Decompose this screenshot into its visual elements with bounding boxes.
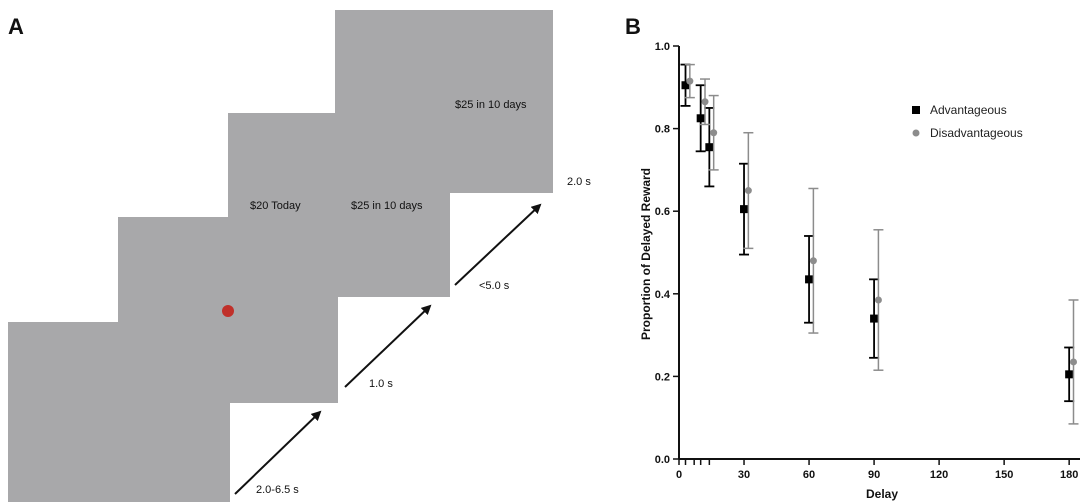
x-tick-label: 150 [995, 469, 1013, 481]
arrow-1 [234, 410, 322, 495]
x-tick-label: 60 [803, 469, 815, 481]
feedback-text: $25 in 10 days [455, 99, 527, 111]
timing-3: <5.0 s [479, 280, 510, 292]
series-disadvantageous [684, 63, 1079, 425]
data-point [744, 187, 752, 195]
delay-discounting-chart: 0.0 0.2 0.4 0.6 0.8 1.0 0 30 60 90 120 150 180 Advan… [639, 41, 1080, 501]
arrow-3 [454, 203, 542, 286]
chart-axes: 0.0 0.2 0.4 0.6 0.8 1.0 0 30 60 90 120 150 180 [655, 41, 1080, 481]
y-tick-label: 0.0 [655, 454, 670, 466]
series-advantageous [680, 63, 1075, 403]
data-point [805, 275, 814, 284]
data-point [705, 143, 714, 152]
x-tick-label: 180 [1060, 469, 1078, 481]
y-tick-label: 0.6 [655, 206, 670, 218]
timing-4: 2.0 s [567, 176, 591, 188]
legend-marker [912, 129, 920, 137]
fixation-dot [222, 305, 234, 317]
x-tick-label: 120 [930, 469, 948, 481]
panel-a-letter: A [8, 14, 24, 39]
x-axis-label: Delay [866, 487, 898, 501]
data-point [740, 205, 749, 214]
legend-label: Advantageous [930, 103, 1007, 117]
y-axis-label: Proportion of Delayed Reward [639, 168, 653, 340]
data-point [874, 296, 882, 304]
timing-2: 1.0 s [369, 378, 393, 390]
timeline-arrows [234, 203, 542, 495]
option-1-text: $20 Today [250, 200, 301, 212]
x-tick-label: 90 [868, 469, 880, 481]
arrow-2 [344, 304, 432, 388]
data-point [809, 257, 817, 265]
data-point [1065, 370, 1074, 379]
data-point [686, 77, 694, 85]
data-point [1069, 358, 1077, 366]
y-tick-label: 1.0 [655, 41, 670, 53]
data-point [696, 114, 705, 123]
legend-marker [912, 106, 920, 114]
screen-feedback: $25 in 10 days [335, 10, 553, 193]
data-point [710, 129, 718, 137]
data-point [701, 98, 709, 106]
y-tick-label: 0.8 [655, 124, 670, 136]
data-point [870, 314, 879, 323]
legend-label: Disadvantageous [930, 126, 1023, 140]
panel-b-letter: B [625, 14, 641, 39]
option-2-text: $25 in 10 days [351, 200, 423, 212]
y-tick-label: 0.4 [655, 289, 671, 301]
timing-1: 2.0-6.5 s [256, 484, 299, 496]
x-tick-label: 0 [676, 469, 682, 481]
chart-legend: Advantageous Disadvantageous [912, 103, 1023, 140]
y-tick-label: 0.2 [655, 371, 670, 383]
x-tick-label: 30 [738, 469, 750, 481]
data-point [681, 81, 690, 90]
